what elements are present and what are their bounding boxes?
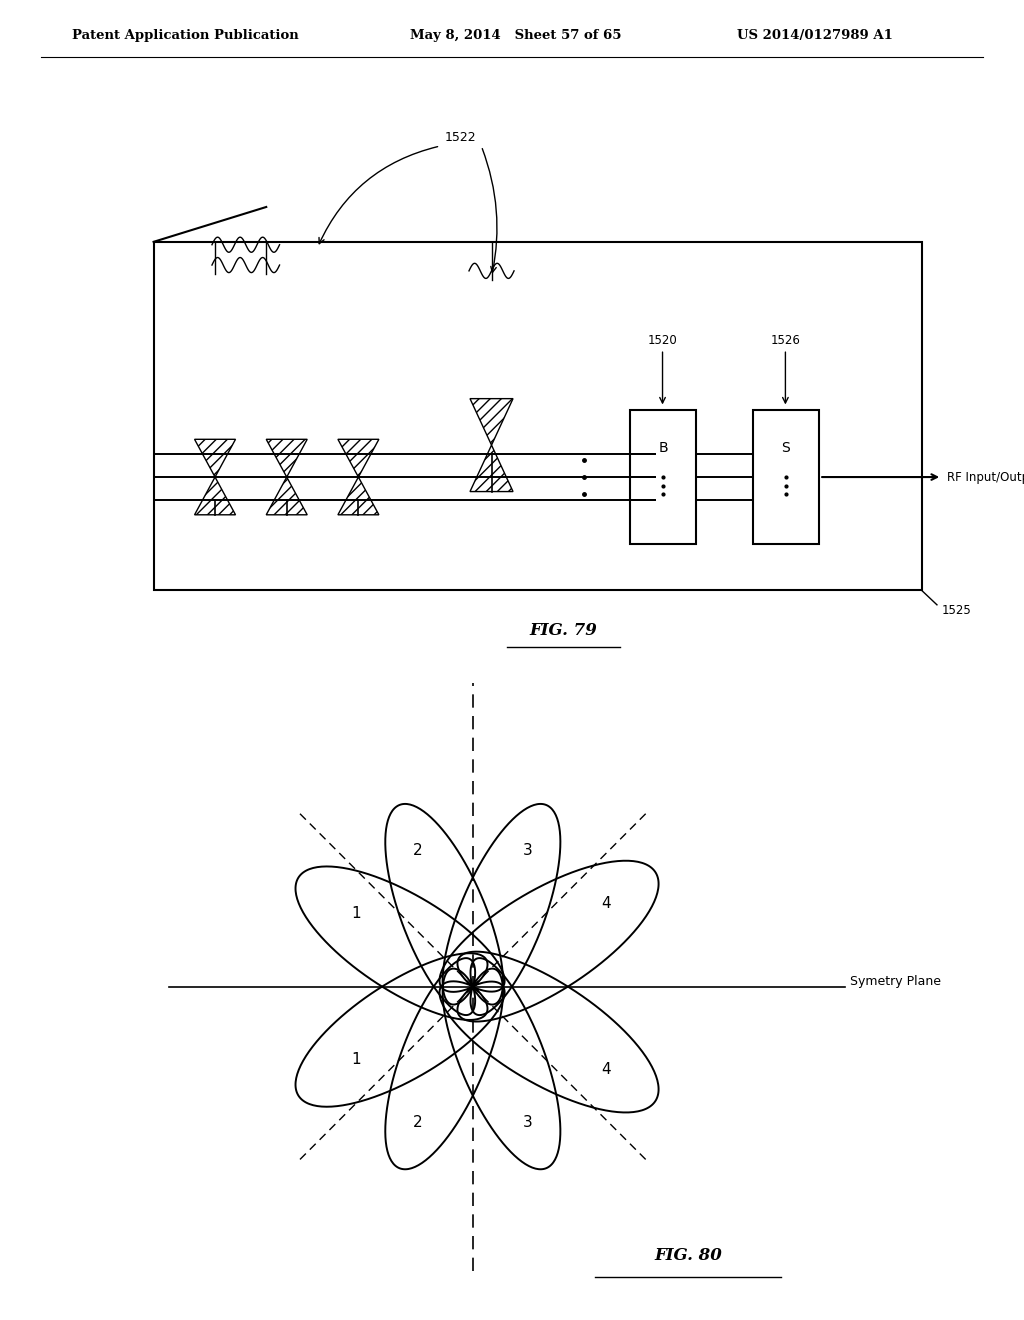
Polygon shape	[338, 477, 379, 515]
Text: 1: 1	[351, 907, 361, 921]
Text: RF Input/Output: RF Input/Output	[947, 470, 1024, 483]
Polygon shape	[338, 440, 379, 477]
Text: B: B	[658, 441, 668, 454]
Text: FIG. 79: FIG. 79	[529, 623, 597, 639]
Bar	[630, 411, 696, 544]
Text: US 2014/0127989 A1: US 2014/0127989 A1	[737, 29, 893, 42]
Text: 4: 4	[601, 896, 610, 911]
Text: 1526: 1526	[770, 334, 801, 347]
Text: 3: 3	[523, 1115, 532, 1130]
Text: Patent Application Publication: Patent Application Publication	[72, 29, 298, 42]
Text: 2: 2	[413, 1115, 423, 1130]
Text: 1525: 1525	[942, 605, 972, 618]
Text: May 8, 2014   Sheet 57 of 65: May 8, 2014 Sheet 57 of 65	[410, 29, 622, 42]
Text: 4: 4	[601, 1063, 610, 1077]
Text: 2: 2	[413, 843, 423, 858]
Text: Symetry Plane: Symetry Plane	[850, 975, 941, 989]
Polygon shape	[470, 399, 513, 445]
Polygon shape	[266, 477, 307, 515]
Polygon shape	[195, 477, 236, 515]
Text: S: S	[781, 441, 791, 454]
Bar	[154, 242, 922, 590]
Text: 3: 3	[523, 843, 532, 858]
Polygon shape	[195, 440, 236, 477]
Text: 1: 1	[351, 1052, 361, 1067]
Text: FIG. 80: FIG. 80	[654, 1247, 722, 1265]
Bar	[753, 411, 819, 544]
Text: 1522: 1522	[445, 131, 476, 144]
Polygon shape	[266, 440, 307, 477]
Polygon shape	[470, 445, 513, 491]
Text: 1520: 1520	[647, 334, 678, 347]
